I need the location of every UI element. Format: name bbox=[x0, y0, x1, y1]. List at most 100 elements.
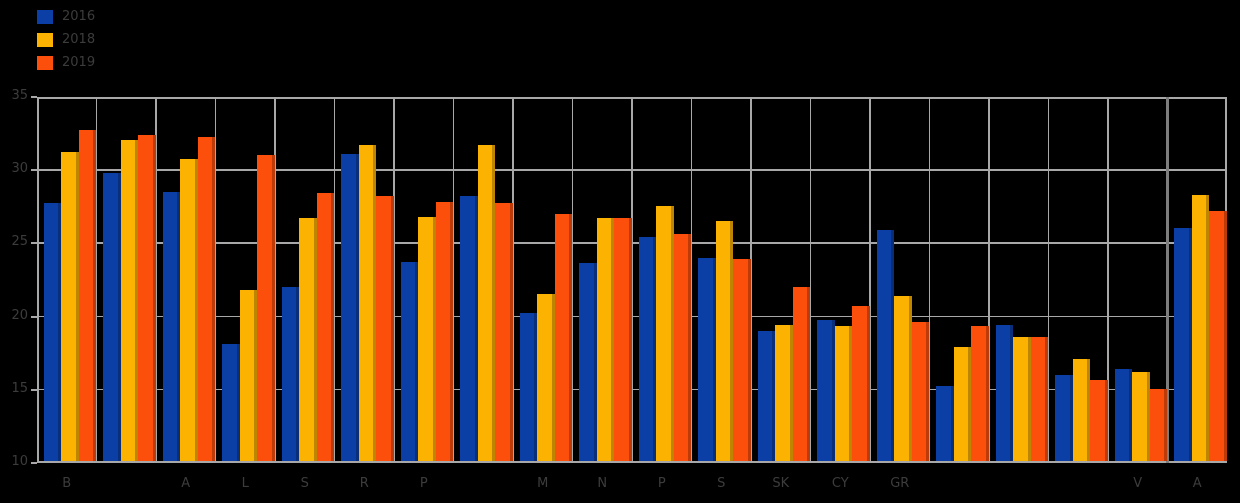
x-axis-category-label: M bbox=[537, 476, 549, 491]
bar-2019 bbox=[257, 155, 275, 461]
bar-2019 bbox=[733, 258, 751, 461]
x-axis-category-label: SK bbox=[772, 476, 790, 491]
bar-2016 bbox=[281, 286, 299, 461]
legend-item: 2019 bbox=[37, 51, 95, 74]
bar-2018 bbox=[596, 217, 614, 461]
gridline-vertical bbox=[750, 97, 752, 463]
bar-2016 bbox=[400, 261, 418, 461]
bar-2018 bbox=[953, 346, 971, 461]
bar-2018 bbox=[61, 152, 79, 461]
bar-2016 bbox=[103, 172, 121, 461]
y-axis-tick-mark bbox=[31, 462, 37, 464]
x-axis-category-label: P bbox=[419, 476, 428, 491]
gridline-vertical bbox=[809, 97, 812, 463]
legend-item: 2018 bbox=[37, 28, 95, 51]
bar-2016 bbox=[876, 229, 894, 461]
y-axis-tick-label: 25 bbox=[11, 234, 28, 250]
bar-2016 bbox=[1114, 368, 1132, 461]
bar-2019 bbox=[792, 286, 810, 461]
bar-2019 bbox=[435, 201, 453, 461]
bar-2018 bbox=[120, 140, 138, 461]
bar-2019 bbox=[554, 213, 572, 461]
bar-2016 bbox=[638, 237, 656, 461]
chart-legend: 2016 2018 2019 bbox=[37, 5, 95, 74]
bar-2016 bbox=[1174, 228, 1192, 461]
y-axis-tick-label: 20 bbox=[11, 307, 28, 323]
bar-2018 bbox=[1013, 336, 1031, 461]
legend-label: 2019 bbox=[62, 54, 96, 70]
bar-2018 bbox=[180, 159, 198, 461]
gridline-vertical bbox=[690, 97, 693, 463]
gridline-vertical bbox=[1047, 97, 1050, 463]
bar-2016 bbox=[460, 196, 478, 461]
bar-2016 bbox=[341, 153, 359, 461]
bar-2019 bbox=[852, 305, 870, 461]
bar-2016 bbox=[995, 324, 1013, 461]
plot-area bbox=[37, 97, 1227, 463]
bar-2019 bbox=[495, 203, 513, 461]
x-axis-category-label: CY bbox=[831, 476, 849, 491]
gridline-vertical bbox=[452, 97, 455, 463]
bar-2018 bbox=[299, 217, 317, 461]
y-axis-tick-label: 30 bbox=[11, 161, 28, 177]
bar-2018 bbox=[477, 144, 495, 461]
x-axis-category-label: B bbox=[62, 476, 72, 491]
x-axis-category-label: V bbox=[1133, 476, 1143, 491]
gridline-vertical bbox=[869, 97, 871, 463]
bar-2019 bbox=[911, 321, 929, 461]
bar-2018 bbox=[239, 289, 257, 461]
y-axis-tick-label: 15 bbox=[11, 380, 28, 396]
bar-2018 bbox=[537, 294, 555, 461]
bar-2019 bbox=[1149, 389, 1167, 461]
bar-2016 bbox=[698, 257, 716, 461]
gridline-vertical bbox=[1107, 97, 1109, 463]
legend-label: 2016 bbox=[62, 8, 96, 24]
legend-label: 2018 bbox=[62, 31, 96, 47]
gridline-vertical bbox=[571, 97, 574, 463]
legend-item: 2016 bbox=[37, 5, 95, 28]
bar-2018 bbox=[1132, 371, 1150, 461]
x-axis-category-label: A bbox=[181, 476, 191, 491]
y-axis-tick-mark bbox=[31, 96, 37, 98]
bar-2018 bbox=[418, 216, 436, 461]
bar-2018 bbox=[775, 324, 793, 461]
gridline-vertical bbox=[214, 97, 217, 463]
gridline-vertical bbox=[988, 97, 990, 463]
bar-2018 bbox=[1191, 194, 1209, 461]
bar-2019 bbox=[1090, 380, 1108, 461]
bar-2018 bbox=[834, 326, 852, 461]
x-axis-category-label: GR bbox=[890, 476, 910, 491]
bar-2019 bbox=[1030, 336, 1048, 461]
bar-2019 bbox=[197, 137, 215, 461]
x-axis-category-label: S bbox=[717, 476, 726, 491]
y-axis-tick-label: 35 bbox=[11, 88, 28, 103]
bar-2019 bbox=[376, 196, 394, 461]
bar-2016 bbox=[757, 330, 775, 461]
bar-2019 bbox=[138, 134, 156, 461]
gridline-vertical bbox=[95, 97, 98, 463]
bar-2018 bbox=[715, 220, 733, 461]
bar-2016 bbox=[222, 343, 240, 461]
legend-swatch bbox=[37, 55, 53, 70]
x-axis-category-label: S bbox=[300, 476, 309, 491]
gridline-vertical bbox=[274, 97, 276, 463]
bar-2016 bbox=[936, 386, 954, 461]
gridline-vertical bbox=[155, 97, 157, 463]
y-axis-tick-mark bbox=[31, 242, 37, 245]
bar-2019 bbox=[673, 234, 691, 461]
gridline-vertical bbox=[393, 97, 395, 463]
gridline-vertical bbox=[512, 97, 514, 463]
bar-2016 bbox=[579, 263, 597, 461]
x-axis-category-label: L bbox=[241, 476, 249, 491]
x-axis-category-label: N bbox=[597, 476, 608, 491]
y-axis-tick-mark bbox=[31, 169, 37, 172]
bar-2016 bbox=[1055, 374, 1073, 461]
bar-2016 bbox=[162, 191, 180, 461]
y-axis-tick-mark bbox=[31, 315, 37, 318]
x-axis-category-label: P bbox=[657, 476, 666, 491]
bar-2018 bbox=[358, 144, 376, 461]
x-axis-category-label: R bbox=[359, 476, 369, 491]
bar-2016 bbox=[519, 313, 537, 461]
gridline-vertical bbox=[928, 97, 931, 463]
